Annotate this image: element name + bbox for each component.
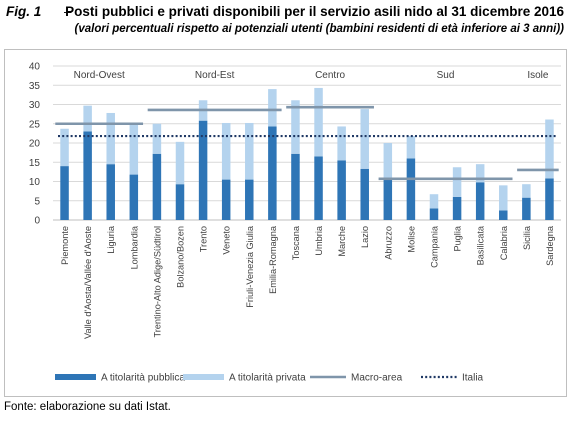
bar-private xyxy=(522,184,531,198)
bar-public xyxy=(291,153,300,220)
bar-public xyxy=(360,168,369,220)
bar-private xyxy=(106,112,115,165)
bar-private xyxy=(245,122,254,180)
bar-private xyxy=(268,89,277,127)
legend-label: A titolarità privata xyxy=(229,373,306,384)
bar-private xyxy=(406,136,416,159)
x-category-label: Trentino-Alto Adige/Südtirol xyxy=(152,226,162,338)
x-category-label: Friuli-Venezia Giulia xyxy=(245,225,255,308)
y-tick-label: 10 xyxy=(29,177,41,188)
y-tick-label: 25 xyxy=(29,119,41,130)
bar-public xyxy=(221,179,231,220)
bar-public xyxy=(245,179,254,220)
macro-area-label: Nord-Est xyxy=(195,70,235,81)
figure-dash: – xyxy=(64,4,72,19)
y-tick-label: 20 xyxy=(29,139,41,150)
bar-public xyxy=(406,158,416,220)
legend-swatch xyxy=(183,374,224,380)
bar-private xyxy=(475,164,485,183)
y-tick-label: 5 xyxy=(34,196,40,207)
x-category-label: Molise xyxy=(406,226,416,253)
bar-public xyxy=(337,160,346,220)
bar-private xyxy=(360,109,369,169)
bar-private xyxy=(83,105,92,132)
bar-private xyxy=(545,119,554,179)
figure-subtitle: (valori percentuali rispetto ai potenzia… xyxy=(74,23,564,35)
x-category-label: Valle d'Aosta/Vallée d'Aoste xyxy=(83,226,93,339)
x-category-label: Liguria xyxy=(106,225,116,253)
bar-private xyxy=(314,87,323,157)
y-tick-label: 15 xyxy=(29,158,41,169)
bar-private xyxy=(152,123,162,154)
bar-private xyxy=(337,126,346,161)
x-category-label: Campania xyxy=(430,225,440,268)
y-tick-label: 0 xyxy=(34,216,40,227)
x-category-label: Abruzzo xyxy=(383,226,393,260)
bar-public xyxy=(175,184,185,220)
bar-public xyxy=(198,120,208,220)
bar-private xyxy=(129,122,139,175)
bar-private xyxy=(499,185,508,211)
bar-public xyxy=(429,208,439,220)
bar-private xyxy=(429,194,439,209)
bar-public xyxy=(499,210,508,220)
bar-public xyxy=(452,196,462,220)
macro-area-label: Nord-Ovest xyxy=(74,70,125,81)
bar-private xyxy=(383,143,393,179)
bar-private xyxy=(291,100,300,154)
macro-area-label: Centro xyxy=(315,70,345,81)
x-category-label: Piemonte xyxy=(60,226,70,265)
bar-private xyxy=(175,141,185,185)
bar-public xyxy=(268,126,277,220)
x-category-label: Emilia-Romagna xyxy=(268,225,278,294)
x-category-label: Marche xyxy=(337,226,347,257)
y-tick-label: 40 xyxy=(29,62,41,73)
bar-public xyxy=(383,178,393,220)
source-note: Fonte: elaborazione su dati Istat. xyxy=(4,401,171,413)
x-category-label: Lombardia xyxy=(129,225,139,269)
bar-private xyxy=(221,122,231,180)
macro-area-label: Sud xyxy=(437,70,455,81)
figure-title: Posti pubblici e privati disponibili per… xyxy=(65,4,564,19)
figure-header: Fig. 1 – Posti pubblici e privati dispon… xyxy=(6,4,566,44)
chart-frame: 0 5 10 15 20 25 30 35 40 Piemonte Valle d'Aosta/Va… xyxy=(4,49,567,397)
x-category-label: Bolzano/Bozen xyxy=(176,226,186,288)
bar-public xyxy=(129,174,139,220)
macro-area-label: Isole xyxy=(527,70,549,81)
bar-private xyxy=(452,167,462,197)
x-category-label: Calabria xyxy=(499,225,509,260)
bar-public xyxy=(83,131,92,220)
x-category-label: Trento xyxy=(199,226,209,252)
x-category-label: Umbria xyxy=(314,225,324,255)
bar-public xyxy=(545,178,554,220)
figure-label: Fig. 1 xyxy=(6,4,42,19)
legend-label: A titolarità pubblica xyxy=(101,373,185,384)
x-category-label: Sardegna xyxy=(545,225,555,266)
bar-public xyxy=(106,164,115,220)
bar-public xyxy=(60,166,69,220)
x-category-label: Toscana xyxy=(291,225,301,260)
y-tick-label: 35 xyxy=(29,81,41,92)
x-category-label: Basilicata xyxy=(476,225,486,265)
legend-label: Macro-area xyxy=(351,373,403,384)
x-category-label: Lazio xyxy=(360,226,370,248)
bar-public xyxy=(314,156,323,220)
legend-swatch xyxy=(55,374,96,380)
bar-private xyxy=(60,128,69,167)
bar-chart: 0 5 10 15 20 25 30 35 40 Piemonte Valle d'Aosta/Va… xyxy=(29,62,561,384)
x-category-label: Veneto xyxy=(222,226,232,255)
x-category-label: Sicilia xyxy=(522,225,532,250)
y-tick-label: 30 xyxy=(29,100,41,111)
bar-public xyxy=(152,153,162,220)
legend-label: Italia xyxy=(462,373,484,384)
bar-public xyxy=(522,197,531,220)
x-category-label: Puglia xyxy=(453,225,463,251)
bar-public xyxy=(475,182,485,220)
